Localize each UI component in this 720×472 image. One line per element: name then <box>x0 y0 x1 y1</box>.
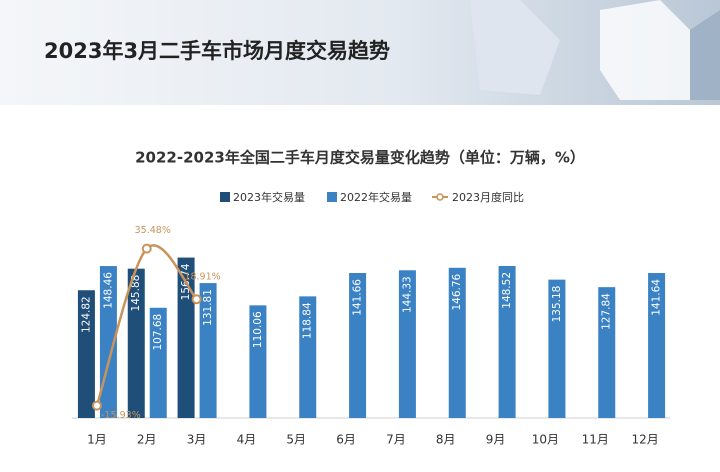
bar-value-label: 107.68 <box>152 314 164 351</box>
legend-marker <box>436 193 444 201</box>
header-title: 2023年3月二手车市场月度交易趋势 <box>44 39 390 63</box>
line-marker <box>91 400 102 411</box>
x-tick-label: 8月 <box>436 433 456 447</box>
x-tick-label: 4月 <box>237 433 257 447</box>
chart-title: 2022-2023年全国二手车月度交易量变化趋势（单位：万辆，%） <box>135 149 585 167</box>
legend-label: 2023月度同比 <box>452 190 524 204</box>
x-tick-label: 7月 <box>386 433 406 447</box>
bar-value-label: 141.64 <box>651 279 663 316</box>
bar <box>648 273 666 418</box>
decor-cube <box>470 0 560 95</box>
bar-value-label: 124.82 <box>80 296 92 333</box>
line-value-label: 18.91% <box>184 272 220 283</box>
x-tick-label: 12月 <box>631 433 658 447</box>
bar-value-label: 146.76 <box>451 273 463 310</box>
plot: 1月124.82148.462月145.88107.683月156.74131.… <box>72 225 670 447</box>
x-tick-label: 6月 <box>336 433 356 447</box>
bar <box>249 305 267 418</box>
bar <box>127 268 145 418</box>
line-marker <box>191 294 202 305</box>
line-marker <box>141 243 152 254</box>
bar-value-label: 131.81 <box>202 289 214 326</box>
bar <box>77 290 95 418</box>
bar <box>448 267 466 418</box>
bar <box>398 270 416 418</box>
bar <box>349 273 367 418</box>
legend-label: 2023年交易量 <box>233 190 305 204</box>
bar-value-label: 118.84 <box>302 302 314 339</box>
bar-value-label: 145.88 <box>130 275 142 312</box>
line-value-label: 35.48% <box>135 225 171 236</box>
line-value-label: -15.93% <box>101 410 141 421</box>
x-tick-label: 9月 <box>486 433 506 447</box>
bar <box>199 283 217 418</box>
decor-cube <box>600 0 690 100</box>
legend-swatch <box>327 192 337 202</box>
x-tick-label: 1月 <box>87 433 107 447</box>
x-tick-label: 11月 <box>582 433 609 447</box>
legend-swatch <box>220 192 230 202</box>
bar <box>149 307 167 418</box>
bar-value-label: 110.06 <box>252 311 264 348</box>
bar-value-label: 148.46 <box>102 272 114 309</box>
bar <box>498 265 516 418</box>
bar-value-label: 135.18 <box>551 286 563 323</box>
x-tick-label: 3月 <box>187 433 207 447</box>
bar <box>177 257 195 418</box>
bar <box>548 279 566 418</box>
legend-label: 2022年交易量 <box>340 190 412 204</box>
x-tick-label: 5月 <box>286 433 306 447</box>
bar <box>598 287 616 418</box>
legend: 2023年交易量 2022年交易量 2023月度同比 <box>220 190 524 204</box>
bar-value-label: 148.52 <box>501 272 513 309</box>
bar-value-label: 141.66 <box>352 279 364 316</box>
x-tick-label: 10月 <box>532 433 559 447</box>
bar-value-label: 127.84 <box>601 293 613 330</box>
bar-value-label: 144.33 <box>401 276 413 313</box>
decor-cube <box>690 10 720 100</box>
x-tick-label: 2月 <box>137 433 157 447</box>
bar <box>299 296 317 418</box>
